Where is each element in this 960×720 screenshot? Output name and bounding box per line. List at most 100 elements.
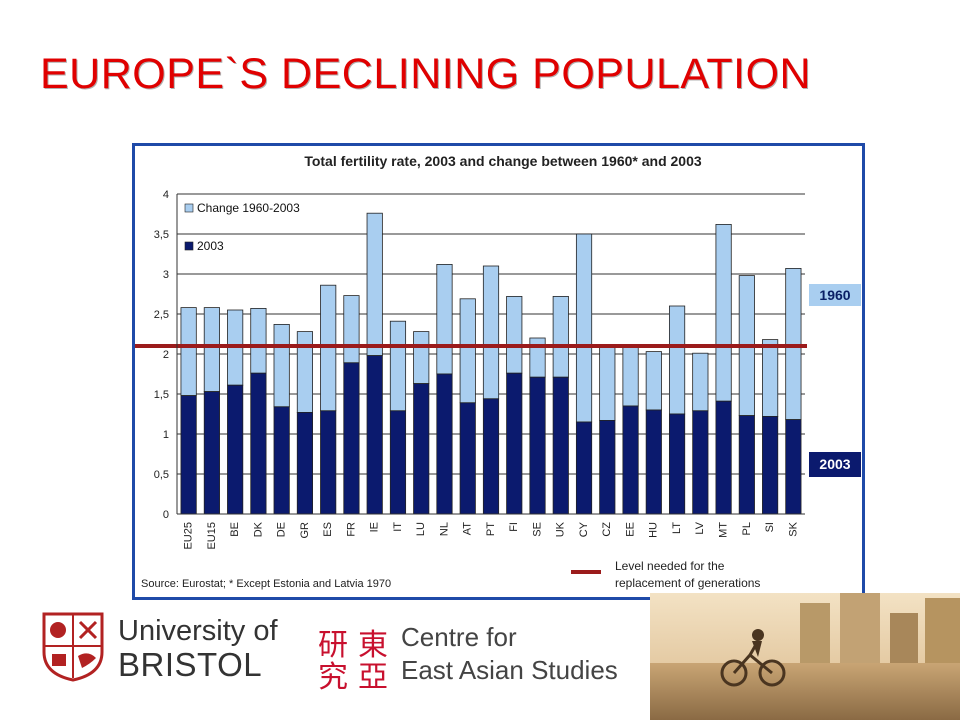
marker-1960: 1960 xyxy=(809,284,861,306)
x-tick-label: AT xyxy=(462,522,474,536)
y-tick-label: 3 xyxy=(163,269,169,281)
legend-swatch xyxy=(184,241,194,251)
x-tick-label: PT xyxy=(485,522,497,536)
bar-change-SI xyxy=(762,339,779,417)
bar-change-PT xyxy=(482,265,500,400)
reference-line-legend: Level needed for the replacement of gener… xyxy=(571,559,760,590)
x-tick-label: CY xyxy=(578,521,590,537)
bar-2003-FR xyxy=(343,362,360,515)
bar-change-CY xyxy=(575,233,593,423)
bar-change-EU15 xyxy=(203,307,220,393)
bar-2003-CZ xyxy=(599,419,616,515)
bar-change-DE xyxy=(273,323,290,408)
bar-change-CZ xyxy=(599,344,616,421)
bar-change-NL xyxy=(436,264,453,375)
x-tick-label: LU xyxy=(415,522,427,536)
x-tick-label: SE xyxy=(531,522,543,537)
bar-2003-BE xyxy=(227,384,244,515)
legend-label: 2003 xyxy=(197,239,224,253)
bar-change-IT xyxy=(389,320,407,412)
marker-2003: 2003 xyxy=(809,452,861,477)
y-tick-label: 2 xyxy=(163,349,169,361)
bar-change-FR xyxy=(343,295,360,364)
bar-2003-EU25 xyxy=(180,395,197,515)
y-tick-label: 1 xyxy=(163,429,169,441)
chart-frame: Total fertility rate, 2003 and change be… xyxy=(132,143,865,600)
bar-2003-EU15 xyxy=(203,391,220,515)
bar-layer xyxy=(180,212,802,515)
chart-source: Source: Eurostat; * Except Estonia and L… xyxy=(141,578,391,590)
y-tick-label: 1,5 xyxy=(154,389,169,401)
bar-2003-ES xyxy=(320,410,337,515)
bar-change-GR xyxy=(296,331,314,413)
x-tick-label: MT xyxy=(717,522,729,538)
x-axis: EU25 EU15 BE DK DE GR ES FR IE IT LU NL AT PT FI SE UK CY… xyxy=(177,513,805,550)
bar-2003-CY xyxy=(575,421,593,515)
bar-change-UK xyxy=(552,295,569,378)
ceas-name-line2: East Asian Studies xyxy=(401,655,618,685)
bar-2003-IT xyxy=(389,410,407,515)
bar-change-EE xyxy=(622,344,639,407)
x-tick-label: SI xyxy=(764,522,776,532)
ceas-glyph: 研 xyxy=(318,628,348,663)
x-tick-label: ES xyxy=(322,522,334,537)
bar-2003-NL xyxy=(436,373,453,515)
bar-change-AT xyxy=(459,298,476,404)
x-tick-label: FR xyxy=(345,522,357,537)
bar-2003-SK xyxy=(785,419,802,515)
x-tick-label: DK xyxy=(252,521,264,537)
bristol-name-line2: BRISTOL xyxy=(118,646,263,683)
fertility-chart: Total fertility rate, 2003 and change be… xyxy=(135,153,807,590)
x-tick-label: NL xyxy=(438,522,450,536)
bar-2003-AT xyxy=(459,402,476,515)
bar-2003-DE xyxy=(273,406,290,515)
x-tick-label: CZ xyxy=(601,522,613,537)
y-tick-label: 2,5 xyxy=(154,309,169,321)
ceas-glyph: 東 xyxy=(358,628,388,663)
ceas-glyph: 亞 xyxy=(358,660,388,695)
slide-title: EUROPE`S DECLINING POPULATION xyxy=(40,50,812,98)
bar-change-LT xyxy=(668,305,686,415)
x-tick-label: LV xyxy=(694,521,706,534)
ceas-name-line1: Centre for xyxy=(401,622,517,652)
bar-2003-EE xyxy=(622,405,639,515)
bar-change-SE xyxy=(529,337,546,378)
bar-2003-UK xyxy=(552,376,569,515)
bristol-name-line1: University of xyxy=(118,615,278,647)
x-tick-label: IE xyxy=(369,522,381,532)
cyclist-photo xyxy=(650,593,960,720)
x-tick-label: LT xyxy=(671,522,683,534)
bar-2003-SE xyxy=(529,376,546,515)
x-tick-label: PL xyxy=(741,522,753,535)
x-tick-label: EU25 xyxy=(183,522,195,550)
bar-2003-HU xyxy=(645,409,662,515)
bar-change-HU xyxy=(645,351,662,411)
ceas-glyph: 究 xyxy=(318,660,348,695)
y-tick-label: 4 xyxy=(163,189,169,201)
x-tick-label: DE xyxy=(276,522,288,537)
bar-2003-PT xyxy=(482,398,500,515)
x-tick-label: IT xyxy=(392,522,404,532)
bar-2003-LV xyxy=(692,410,709,515)
x-tick-label: BE xyxy=(229,522,241,537)
x-tick-label: UK xyxy=(555,521,567,537)
legend-swatch xyxy=(184,203,194,213)
y-tick-label: 0,5 xyxy=(154,469,169,481)
bar-2003-LU xyxy=(413,383,430,515)
bar-2003-LT xyxy=(668,413,686,515)
bar-change-FI xyxy=(506,295,523,374)
bar-2003-GR xyxy=(296,411,314,515)
bar-change-MT xyxy=(715,224,732,402)
bristol-crest-logo xyxy=(42,612,104,682)
bar-change-EU25 xyxy=(180,307,197,397)
y-axis: 0 0,5 1 1,5 2 2,5 3 3,5 4 xyxy=(154,189,178,521)
bar-2003-MT xyxy=(715,400,732,515)
x-tick-label: HU xyxy=(648,522,660,538)
chart-title: Total fertility rate, 2003 and change be… xyxy=(304,153,702,169)
bar-2003-DK xyxy=(250,372,267,515)
bar-2003-FI xyxy=(506,372,523,515)
y-tick-label: 3,5 xyxy=(154,229,169,241)
bar-change-IE xyxy=(366,212,383,356)
x-tick-label: EE xyxy=(624,522,636,537)
bar-change-LU xyxy=(413,331,430,385)
